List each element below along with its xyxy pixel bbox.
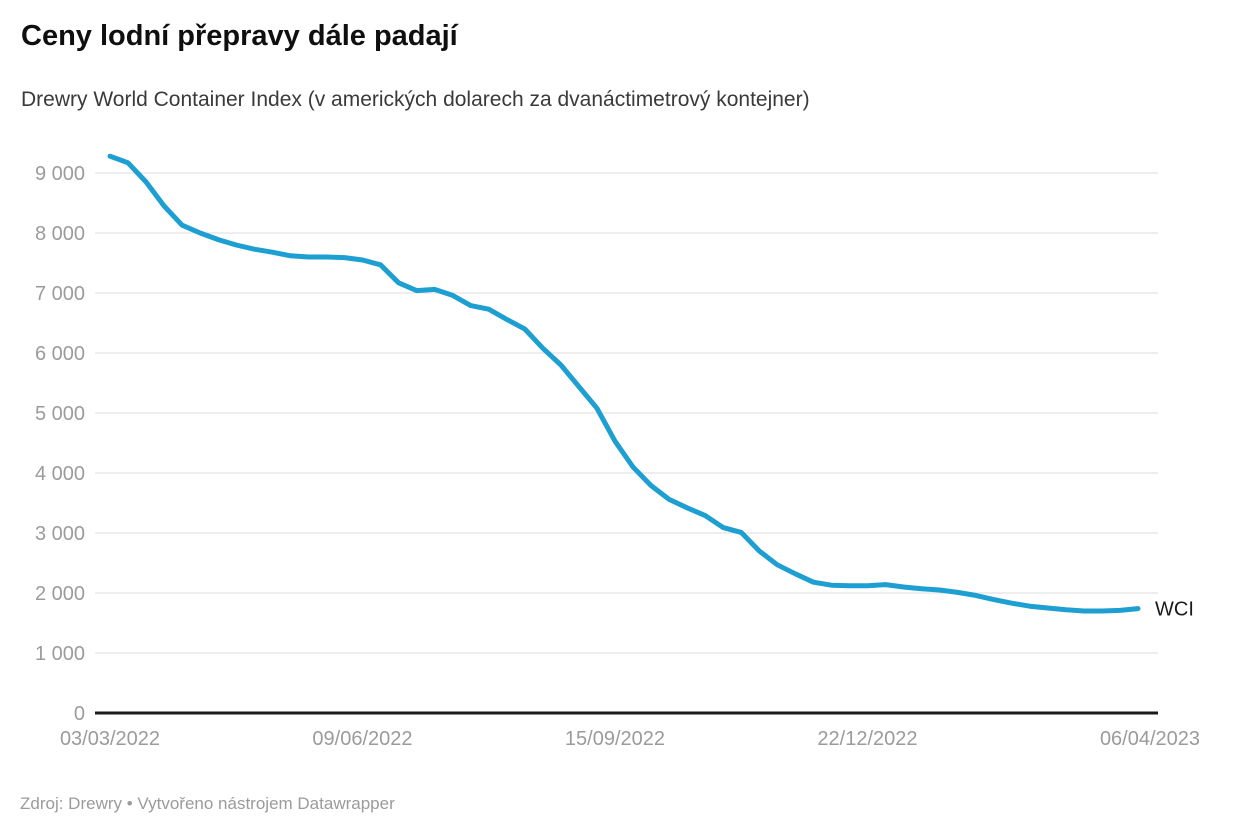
x-tick-label: 15/09/2022	[565, 728, 665, 750]
y-tick-label: 4 000	[35, 463, 85, 485]
page-subtitle: Drewry World Container Index (v americký…	[21, 88, 810, 111]
series-label: WCI	[1155, 599, 1194, 621]
wci-line	[107, 153, 1141, 614]
chart-plot: 0 1 000 2 000 3 000 4 000 5 000 6 000 7 000 8 00…	[35, 153, 1200, 750]
y-tick-label: 8 000	[35, 223, 85, 245]
y-tick-label: 2 000	[35, 583, 85, 605]
y-tick-label: 1 000	[35, 643, 85, 665]
y-tick-label: 5 000	[35, 403, 85, 425]
y-tick-label: 9 000	[35, 163, 85, 185]
y-tick-label: 7 000	[35, 283, 85, 305]
x-tick-label: 09/06/2022	[312, 728, 412, 750]
y-tick-label: 3 000	[35, 523, 85, 545]
page-title: Ceny lodní přepravy dále padají	[21, 20, 458, 52]
y-tick-label: 6 000	[35, 343, 85, 365]
x-tick-label: 06/04/2023	[1100, 728, 1200, 750]
x-tick-label: 22/12/2022	[817, 728, 917, 750]
source-note: Zdroj: Drewry • Vytvořeno nástrojem Data…	[20, 794, 395, 813]
y-tick-label: 0	[74, 703, 85, 725]
x-tick-label: 03/03/2022	[60, 728, 160, 750]
